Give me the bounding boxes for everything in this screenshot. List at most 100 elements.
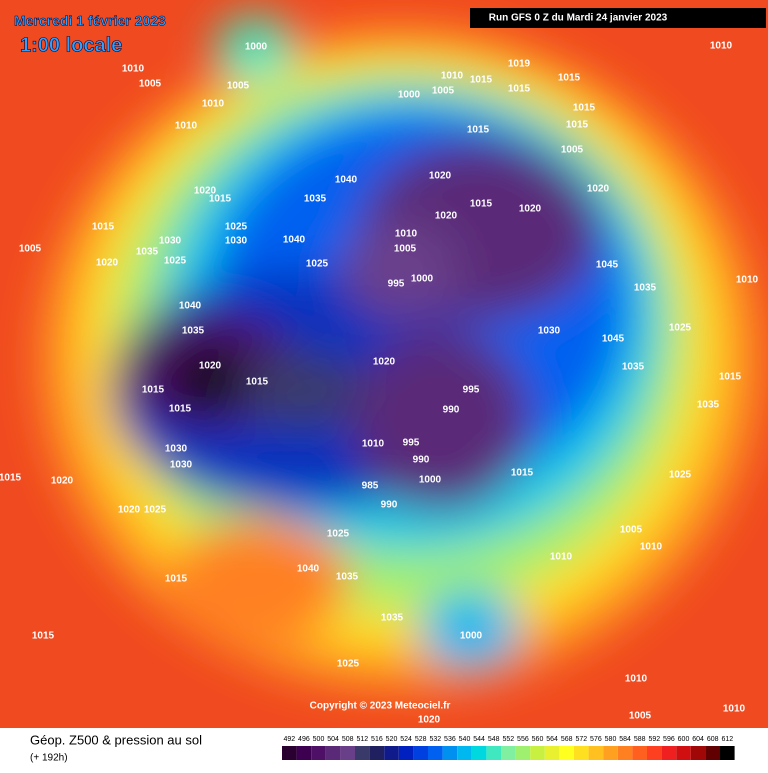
legend-swatch xyxy=(369,746,385,760)
isobar-label: 1000 xyxy=(398,90,421,101)
legend-label: 496 xyxy=(298,736,310,743)
isobar-label: 1015 xyxy=(142,385,165,396)
run-info: Run GFS 0 Z du Mardi 24 janvier 2023 xyxy=(489,13,668,24)
legend-label: 512 xyxy=(356,736,368,743)
isobar-label: 1015 xyxy=(92,222,115,233)
legend-label: 564 xyxy=(546,736,558,743)
isobar-label: 1020 xyxy=(435,211,458,222)
legend-swatch xyxy=(282,746,297,760)
isobar-label: 1005 xyxy=(620,525,643,536)
isobar-label: 1005 xyxy=(561,145,584,156)
isobar-label: 1005 xyxy=(139,79,162,90)
footer-lead: (+ 192h) xyxy=(30,753,68,764)
legend-swatch xyxy=(574,746,589,760)
legend-swatch xyxy=(486,746,501,760)
legend-swatch xyxy=(296,746,312,760)
isobar-label: 1015 xyxy=(508,84,531,95)
isobar-label: 1010 xyxy=(723,704,746,715)
isobar-labels: 1000 1005 1010 1005 1010 1010 1010 1015 1010 1005… xyxy=(0,41,759,726)
legend-swatch xyxy=(676,746,691,760)
isobar-label: 1010 xyxy=(175,121,198,132)
isobar-label: 1030 xyxy=(170,460,193,471)
isobar-label: 1020 xyxy=(118,505,141,516)
legend-label: 588 xyxy=(634,736,646,743)
isobar-label: 1025 xyxy=(306,259,329,270)
isobar-label: 990 xyxy=(381,500,398,511)
legend-swatch xyxy=(515,746,531,760)
isobar-label: 1025 xyxy=(327,529,350,540)
isobar-label: 1015 xyxy=(246,377,269,388)
legend-swatch xyxy=(355,746,370,760)
legend-label: 532 xyxy=(429,736,441,743)
legend-label: 540 xyxy=(459,736,471,743)
legend-label: 516 xyxy=(371,736,383,743)
legend-swatch xyxy=(705,746,720,760)
isobar-label: 1025 xyxy=(164,256,187,267)
legend-swatch xyxy=(588,746,604,760)
header-box: Run GFS 0 Z du Mardi 24 janvier 2023 xyxy=(470,8,766,28)
isobar-label: 1020 xyxy=(51,476,74,487)
isobar-label: 1035 xyxy=(182,326,205,337)
isobar-label: 1005 xyxy=(394,244,417,255)
isobar-label: 1030 xyxy=(159,236,182,247)
legend-swatch xyxy=(530,746,545,760)
isobar-label: 1010 xyxy=(710,41,733,52)
legend-label: 556 xyxy=(517,736,529,743)
legend-label: 608 xyxy=(707,736,719,743)
isobar-label: 1030 xyxy=(225,236,248,247)
legend-swatch xyxy=(398,746,414,760)
isobar-label: 1010 xyxy=(395,229,418,240)
isobar-label: 1025 xyxy=(144,505,167,516)
map-date: Mercredi 1 février 2023 xyxy=(14,13,166,29)
isobar-label: 1010 xyxy=(441,71,464,82)
legend-swatch xyxy=(340,746,355,760)
legend-label: 568 xyxy=(561,736,573,743)
legend-label: 548 xyxy=(488,736,500,743)
isobar-label: 1000 xyxy=(419,475,442,486)
legend-label: 576 xyxy=(590,736,602,743)
isobar-label: 1010 xyxy=(362,439,385,450)
isobar-label: 1025 xyxy=(669,323,692,334)
isobar-label: 1020 xyxy=(199,361,222,372)
isobar-label: 1040 xyxy=(179,301,202,312)
legend-swatch xyxy=(384,746,399,760)
legend-label: 500 xyxy=(313,736,325,743)
legend-label: 572 xyxy=(575,736,587,743)
isobar-label: 1035 xyxy=(136,247,159,258)
legend-label: 600 xyxy=(678,736,690,743)
isobar-label: 1020 xyxy=(587,184,610,195)
legend-label: 524 xyxy=(400,736,412,743)
isobar-label: 1040 xyxy=(297,564,320,575)
map-time: 1:00 locale xyxy=(20,34,122,56)
isobar-label: 1000 xyxy=(245,42,268,53)
legend-label: 492 xyxy=(283,736,295,743)
isobar-label: 1045 xyxy=(602,334,625,345)
isobar-label: 1010 xyxy=(122,64,145,75)
legend-label: 560 xyxy=(532,736,544,743)
isobar-label: 995 xyxy=(388,279,405,290)
legend-swatch xyxy=(428,746,443,760)
legend-swatch xyxy=(603,746,618,760)
isobar-label: 990 xyxy=(413,455,430,466)
color-legend: 492 496 500 504 508 512 516 520 524 528 532 536 540 5… xyxy=(282,736,735,760)
isobar-label: 1015 xyxy=(169,404,192,415)
legend-swatch xyxy=(559,746,574,760)
isobar-label: 1020 xyxy=(96,258,119,269)
isobar-label: 1025 xyxy=(225,222,248,233)
isobar-label: 1015 xyxy=(470,75,493,86)
isobar-label: 1020 xyxy=(429,171,452,182)
isobar-label: 1015 xyxy=(0,473,22,484)
legend-swatch xyxy=(690,746,706,760)
legend-swatch xyxy=(471,746,487,760)
legend-swatch xyxy=(501,746,516,760)
isobar-label: 985 xyxy=(362,481,379,492)
legend-label: 504 xyxy=(327,736,339,743)
isobar-label: 1015 xyxy=(32,631,55,642)
isobar-label: 1005 xyxy=(629,711,652,722)
isobar-label: 1015 xyxy=(165,574,188,585)
isobar-label: 1019 xyxy=(508,59,531,70)
isobar-label: 1035 xyxy=(381,613,404,624)
legend-label: 596 xyxy=(663,736,675,743)
isobar-label: 1035 xyxy=(697,400,720,411)
